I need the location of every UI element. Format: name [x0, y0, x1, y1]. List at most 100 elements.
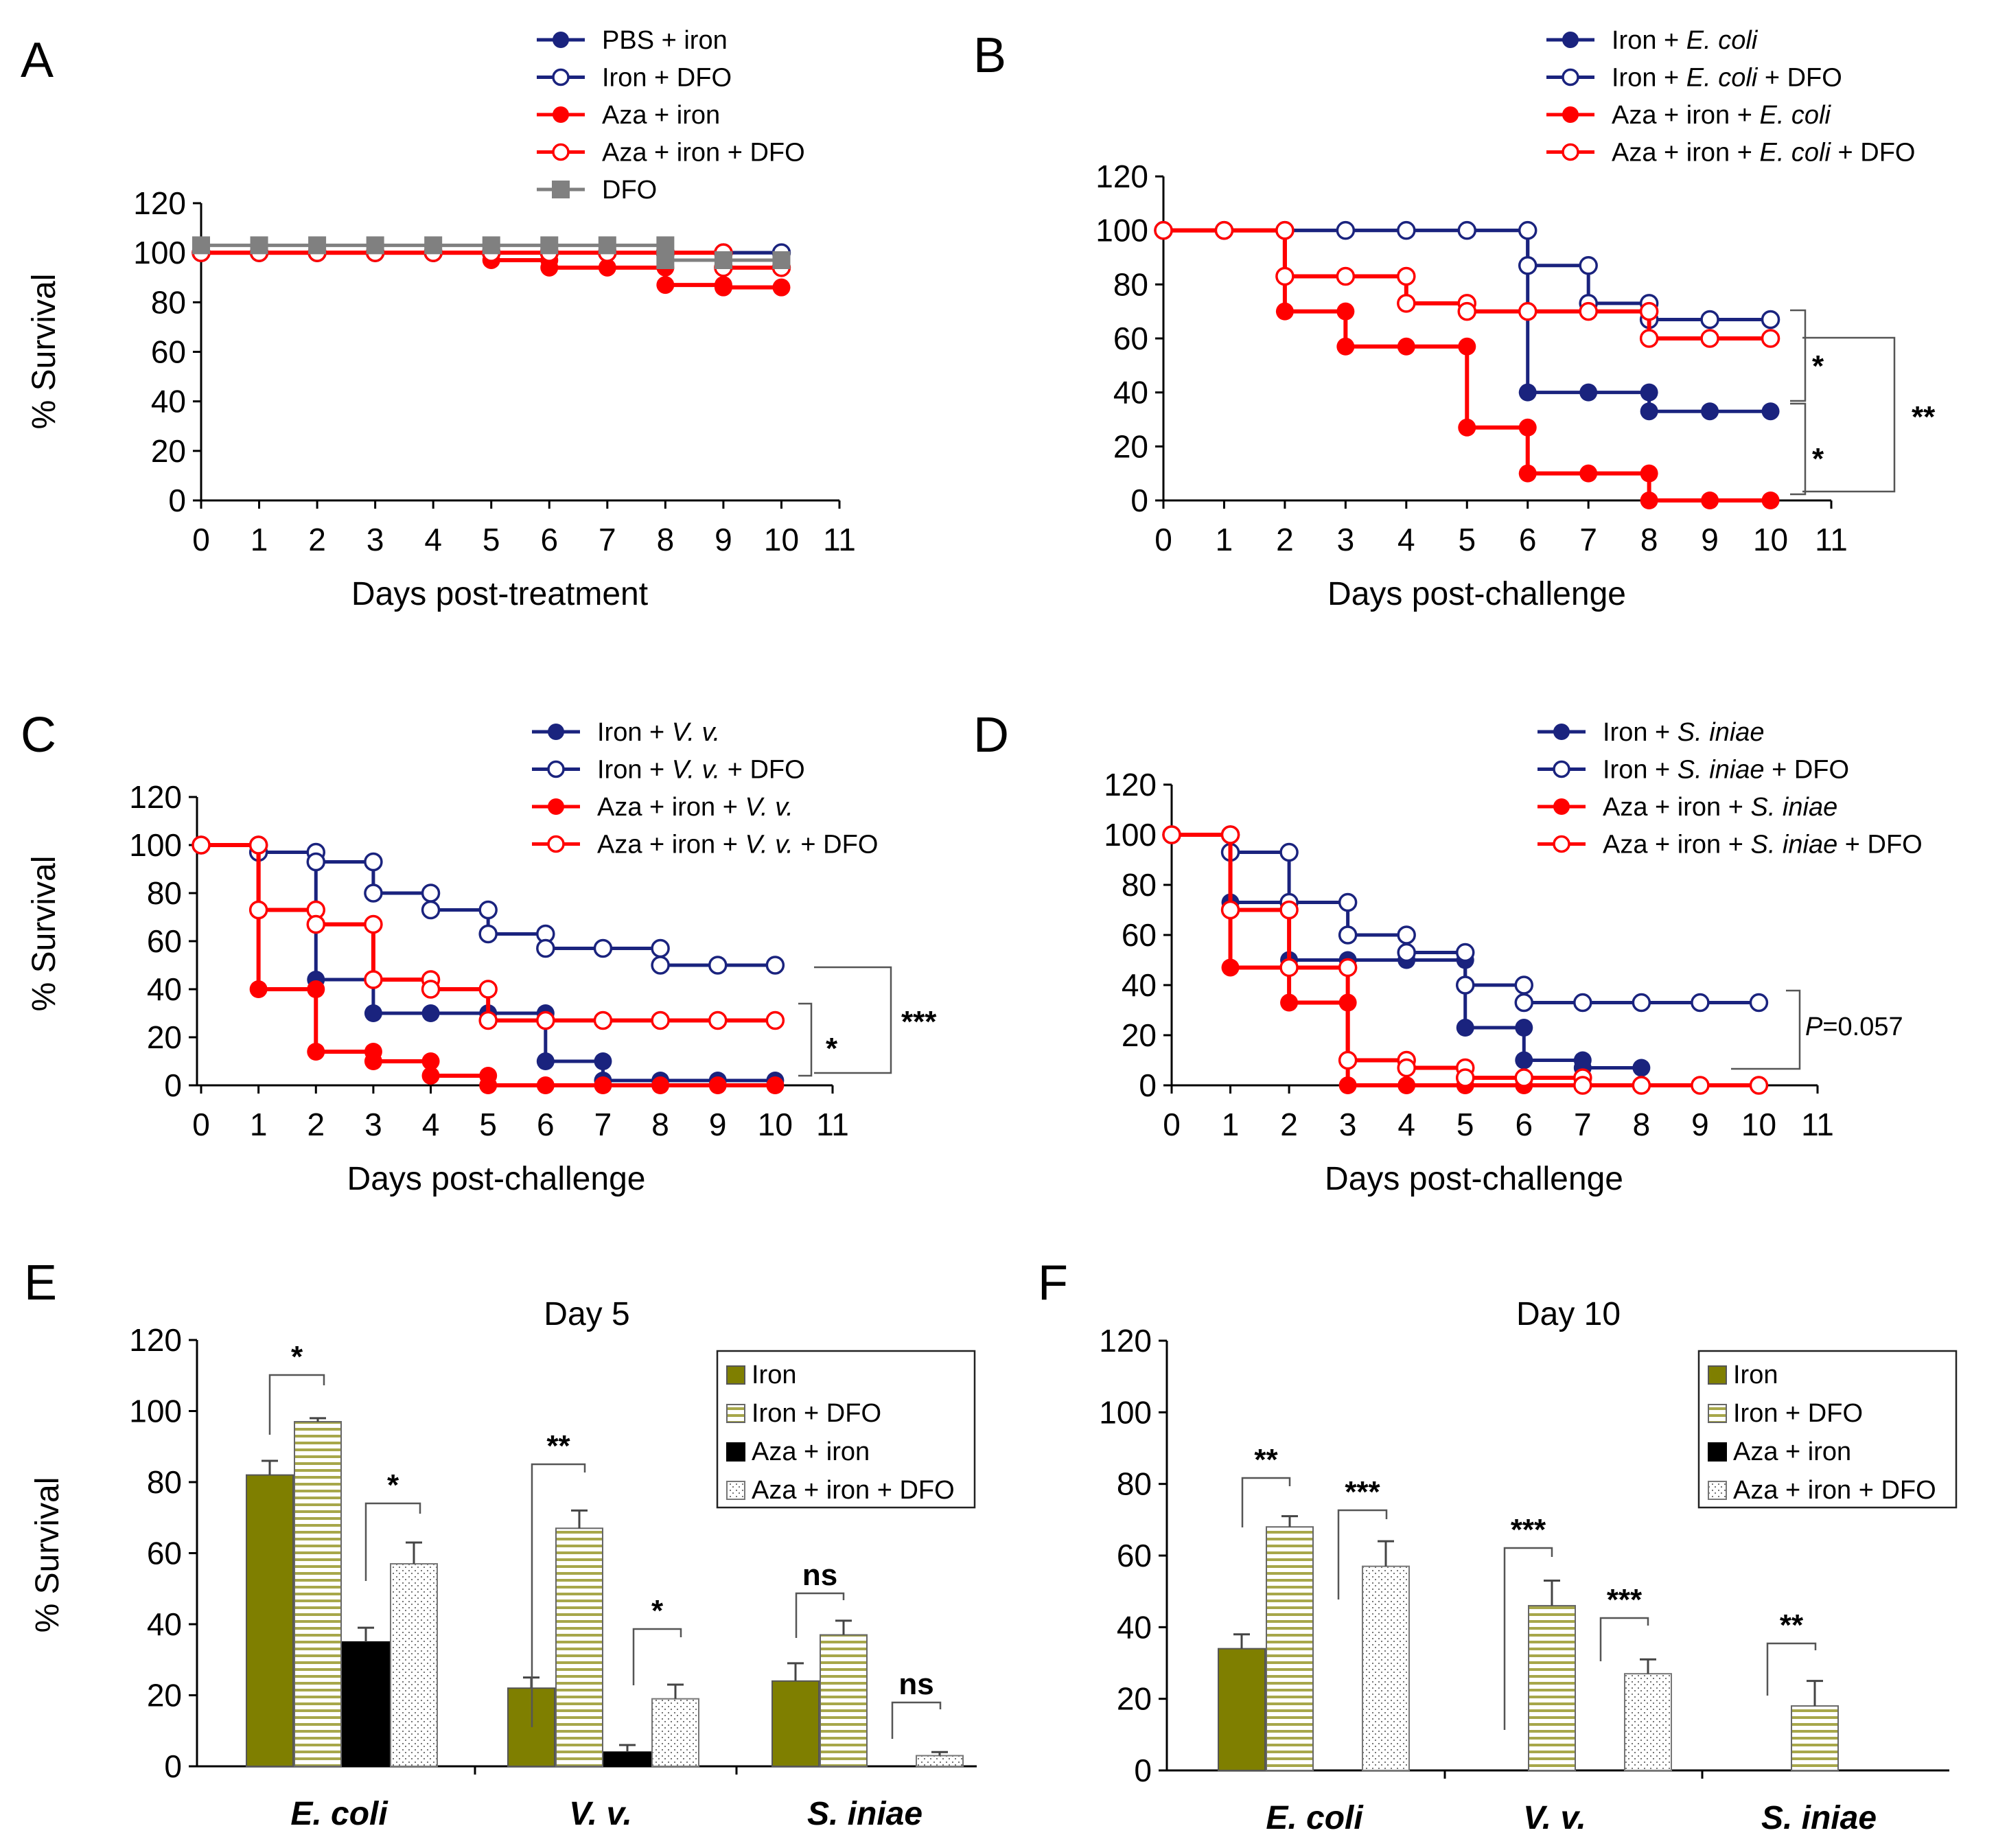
y-tick-label: 60 [1117, 1538, 1152, 1573]
legend-swatch [726, 1481, 745, 1500]
data-point [593, 938, 613, 958]
data-point [1455, 975, 1475, 995]
y-tick-label: 80 [1122, 867, 1157, 903]
data-point [1214, 220, 1234, 240]
data-point [1456, 1019, 1474, 1037]
data-point [536, 1052, 555, 1070]
data-point [1515, 1019, 1533, 1037]
legend-marker [552, 143, 570, 161]
y-axis-title: % Survival [26, 856, 62, 1012]
legend-marker [553, 106, 569, 123]
data-point [1640, 492, 1658, 509]
bar [820, 1634, 868, 1767]
x-tick-label: 9 [709, 1107, 727, 1142]
bar [1266, 1526, 1314, 1771]
significance-bracket [632, 1628, 682, 1685]
significance-bracket [891, 1701, 942, 1739]
x-tick-label: 1 [251, 522, 268, 557]
data-point [1761, 310, 1780, 330]
data-point [1275, 220, 1295, 240]
significance-label: * [387, 1468, 399, 1502]
data-point [478, 900, 498, 920]
data-point [248, 900, 268, 920]
data-point [306, 852, 326, 872]
data-point [421, 883, 441, 903]
data-point [1518, 256, 1537, 275]
significance-label: ** [1912, 400, 1936, 434]
data-point [765, 1010, 785, 1030]
y-tick-label: 40 [147, 1606, 182, 1642]
legend-marker [1562, 32, 1579, 48]
x-tick-label: 8 [1633, 1107, 1651, 1142]
y-tick-label: 40 [1122, 967, 1157, 1003]
data-point [540, 258, 559, 277]
panel-label-d: D [973, 708, 1009, 763]
legend-marker [1562, 106, 1579, 123]
x-tick-label: 7 [1574, 1107, 1592, 1142]
significance-label: ns [898, 1667, 933, 1701]
data-point [1397, 266, 1416, 286]
significance-label: ns [802, 1558, 837, 1592]
data-point [421, 980, 441, 999]
x-tick-label: 5 [483, 522, 500, 557]
x-tick-label: 7 [1579, 522, 1597, 557]
legend-marker [1553, 760, 1570, 778]
data-point [1640, 383, 1658, 402]
series-line [1163, 228, 1771, 503]
legend-marker [547, 835, 565, 853]
panel-a-survival-chart: 0 20 40 60 80 100 120 0 1 2 3 4 5 6 7 8 9 10 11 Days post-t… [26, 26, 856, 612]
data-point [1397, 925, 1416, 945]
data-point [1336, 220, 1356, 240]
y-tick-label: 60 [1122, 917, 1157, 953]
data-point [1749, 993, 1769, 1013]
data-point [593, 1010, 613, 1030]
y-tick-label: 100 [129, 1394, 182, 1429]
x-tick-label: 8 [657, 522, 675, 557]
y-tick-label: 80 [151, 284, 186, 320]
x-tick-label: 5 [479, 1107, 497, 1142]
legend-swatch [1708, 1442, 1727, 1462]
data-point [364, 914, 383, 934]
x-tick-label: 8 [1640, 522, 1658, 557]
legend-marker [1553, 835, 1570, 853]
data-point [656, 251, 675, 269]
legend-label: Aza + iron + S. iniae + DFO [1603, 831, 1923, 859]
significance-bracket [1503, 1547, 1553, 1730]
y-tick-label: 120 [1095, 159, 1148, 194]
y-tick-label: 80 [1113, 266, 1148, 302]
panel-f-bar-chart: Day 10 0 20 40 60 80 100 120 E. coli V. v. S. inia… [1099, 1296, 1958, 1836]
x-tick-label: 3 [1337, 522, 1355, 557]
category-label: E. coli [1266, 1800, 1364, 1836]
x-tick-label: 2 [307, 1107, 325, 1142]
panel-label-a: A [21, 33, 54, 88]
chart-title: Day 5 [544, 1296, 629, 1332]
y-axis-title: % Survival [26, 274, 62, 430]
data-point [1579, 464, 1598, 483]
x-tick-label: 4 [1397, 1107, 1415, 1142]
legend-label: Iron [1733, 1361, 1778, 1389]
data-point [772, 278, 791, 297]
data-point [1336, 266, 1356, 286]
data-point [307, 980, 325, 998]
data-point [364, 883, 383, 903]
data-point [250, 236, 268, 255]
data-point [1761, 329, 1780, 348]
series-line [1172, 833, 1642, 1070]
data-point [765, 956, 785, 975]
data-point [424, 236, 443, 255]
x-tick-label: 6 [1519, 522, 1537, 557]
y-tick-label: 20 [151, 433, 186, 469]
data-point [1457, 301, 1477, 321]
data-point [1700, 329, 1719, 348]
x-tick-label: 3 [1339, 1107, 1357, 1142]
panel-label-f: F [1038, 1256, 1068, 1310]
x-tick-label: 11 [1801, 1107, 1834, 1142]
x-tick-label: 6 [1515, 1107, 1533, 1142]
y-tick-label: 40 [1113, 375, 1148, 411]
data-point [708, 1076, 727, 1094]
legend-label: Iron + DFO [1733, 1399, 1863, 1428]
data-point [1518, 220, 1537, 240]
legend-marker [548, 798, 564, 815]
x-tick-label: 3 [367, 522, 384, 557]
data-point [1691, 1076, 1710, 1095]
